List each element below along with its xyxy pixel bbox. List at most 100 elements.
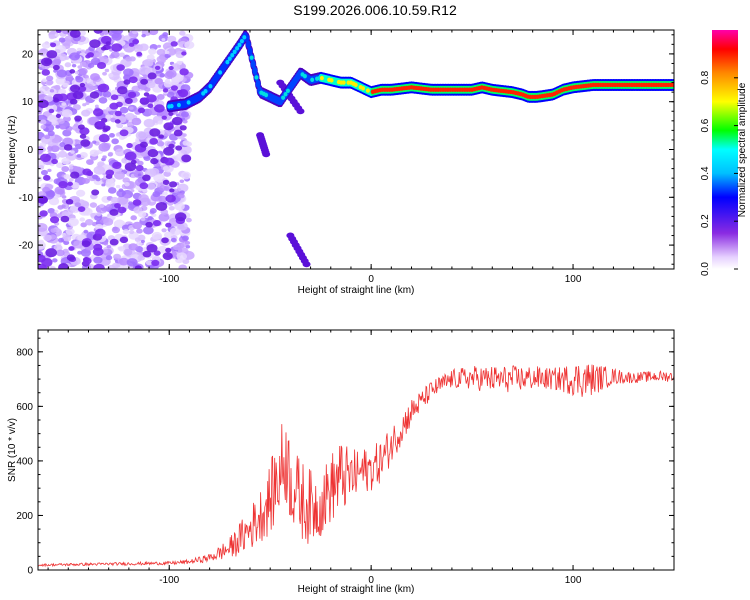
spectrogram-noise-blob (69, 98, 78, 105)
spectrogram-noise-blob (138, 194, 150, 203)
spectrogram-noise-blob (75, 76, 84, 83)
spectrogram-noise-blob (80, 49, 86, 53)
spectrogram-noise-blob (184, 240, 191, 245)
spectrogram-noise-blob (180, 171, 191, 180)
spectrogram-noise-blob (58, 88, 67, 95)
spectrogram-noise-blob (82, 103, 87, 107)
spectrogram-ridge-core (365, 88, 370, 93)
spectrogram-noise-blob (103, 217, 114, 226)
spectrogram-noise-blob (57, 93, 68, 102)
spectrogram-noise-blob (38, 222, 48, 232)
spectrogram-noise-blob (67, 217, 79, 227)
spectrogram-noise-blob (56, 106, 62, 111)
spectrogram-noise-blob (152, 220, 161, 227)
spectrogram-noise-blob (154, 65, 161, 70)
spectrogram-noise-blob (81, 109, 91, 117)
spectrogram-noise-blob (53, 137, 59, 142)
spectrogram-noise-blob (126, 258, 138, 267)
colorbar-tick-label: 0.6 (700, 118, 711, 132)
spectrogram-noise-blob (53, 244, 63, 252)
spectrogram-noise-blob (97, 62, 107, 70)
spectrogram-noise-blob (77, 124, 85, 130)
spectrogram-noise-blob (108, 133, 115, 138)
spectrogram-noise-blob (62, 129, 72, 137)
spectrogram-noise-blob (186, 141, 192, 147)
spectrogram-noise-blob (130, 189, 135, 193)
spectrogram-noise-blob (62, 234, 72, 242)
spectrogram-noise-blob (98, 134, 110, 143)
spectrogram-noise-blob (153, 104, 165, 113)
spectrogram-noise-blob (92, 140, 97, 144)
snr-ytick-label: 800 (16, 347, 33, 358)
spectrogram-noise-blob (111, 43, 123, 52)
spectrogram-noise-blob (162, 179, 170, 185)
spectrogram-noise-blob (50, 228, 57, 233)
spectrogram-noise-blob (72, 90, 84, 100)
spectrogram-noise-blob (73, 239, 85, 249)
spectrogram-noise-blob (58, 150, 68, 158)
spectrogram-noise-blob (61, 109, 73, 118)
spectrogram-noise-blob (45, 248, 58, 258)
spectrogram-noise-blob (50, 145, 60, 153)
spectrogram-noise-blob (89, 202, 98, 208)
spectrogram-noise-blob (79, 61, 87, 67)
spectrogram-noise-blob (87, 63, 95, 69)
spectrogram-noise-blob (139, 65, 151, 75)
spectrogram-noise-blob (146, 243, 158, 253)
spectrogram-noise-blob (119, 106, 129, 114)
spectrogram-noise-blob (78, 85, 87, 93)
spectrogram-noise-blob (65, 228, 75, 236)
spectrogram-noise-blob (159, 73, 166, 78)
spectrogram-ridge-core (281, 95, 286, 100)
spectrogram-noise-blob (68, 177, 74, 182)
spectrogram-noise-blob (157, 120, 163, 125)
spectrogram-ridge-core (341, 80, 346, 85)
snr-ytick-label: 600 (16, 402, 33, 413)
spectrogram-ridge-mid (247, 47, 253, 56)
spectrogram-ridge-core (361, 86, 366, 91)
spectrogram-ytick-label: 20 (22, 49, 34, 60)
spectrogram-noise-blob (163, 170, 171, 177)
spectrogram-noise-blob (182, 119, 188, 124)
spectrogram-noise-blob (163, 146, 175, 156)
spectrogram-noise-blob (47, 114, 58, 123)
spectrogram-noise-blob (162, 191, 168, 196)
spectrogram-noise-blob (69, 166, 74, 170)
spectrogram-noise-blob (140, 217, 146, 222)
snr-xtick-label: 100 (565, 575, 582, 586)
spectrogram-noise-blob (165, 222, 172, 228)
spectrogram-noise-blob (176, 252, 188, 261)
spectrogram-noise-blob (102, 91, 112, 98)
spectrogram-noise-blob (145, 80, 156, 89)
spectrogram-ytick-label: 0 (27, 145, 33, 156)
spectrogram-noise-blob (105, 204, 113, 209)
spectrogram-noise-blob (171, 116, 183, 126)
spectrogram-noise-blob (116, 189, 126, 198)
spectrogram-ridge-core (208, 84, 213, 89)
spectrogram-noise-blob (77, 206, 86, 213)
spectrogram-noise-blob (97, 83, 110, 93)
spectrogram-noise-blob (176, 221, 188, 231)
spectrogram-noise-blob (114, 202, 121, 209)
spectrogram-noise-blob (110, 94, 119, 101)
spectrogram-noise-blob (83, 229, 89, 234)
spectrogram-noise-blob (132, 199, 142, 206)
spectrogram-noise-blob (162, 88, 169, 93)
spectrogram-noise-blob (104, 68, 110, 73)
spectrogram-noise-blob (131, 117, 142, 126)
spectrogram-noise-blob (114, 119, 121, 124)
spectrogram-noise-blob (137, 107, 146, 114)
spectrogram-noise-blob (76, 47, 82, 52)
spectrogram-noise-blob (128, 76, 138, 84)
spectrogram-streak-blob (262, 151, 271, 158)
spectrogram-xtick-label: 0 (368, 274, 374, 285)
spectrogram-noise-blob (132, 38, 140, 45)
spectrogram-noise-blob (48, 34, 56, 40)
spectrogram-streak-blob (302, 261, 311, 268)
spectrogram-noise-blob (85, 101, 90, 105)
spectrogram-noise-blob (182, 133, 187, 137)
spectrogram-noise-blob (128, 229, 135, 235)
spectrogram-noise-blob (139, 141, 148, 148)
spectrogram-noise-blob (46, 79, 54, 85)
